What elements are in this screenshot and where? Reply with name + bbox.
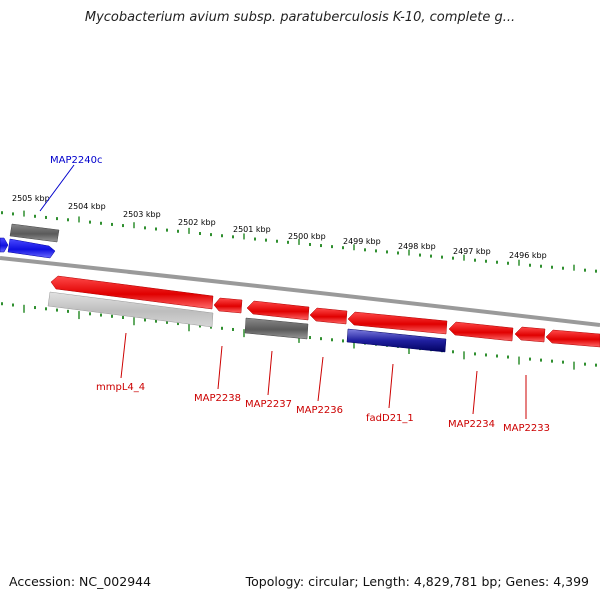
- gene-arrow-map2233[interactable]: [514, 326, 546, 343]
- ruler-label-2503: 2503 kbp: [123, 210, 161, 219]
- gene-label-map2237[interactable]: MAP2237: [245, 399, 292, 410]
- gene-arrow-map2236[interactable]: [309, 307, 348, 325]
- gene-arrow-mmpl4-4[interactable]: [50, 275, 214, 310]
- pseudogene-box-forward[interactable]: [9, 223, 60, 243]
- ruler-label-2499: 2499 kbp: [343, 237, 381, 246]
- ruler-label-2505: 2505 kbp: [12, 194, 50, 203]
- gene-label-mmpl4-4[interactable]: mmpL4_4: [96, 382, 145, 393]
- gene-label-map2236[interactable]: MAP2236: [296, 405, 343, 416]
- gene-arrow-map2234[interactable]: [448, 321, 514, 342]
- leader-line-map2240c: [39, 164, 75, 212]
- genome-backbone: [0, 256, 600, 327]
- ruler-label-2496: 2496 kbp: [509, 251, 547, 260]
- selected-gene-box-fadd21-1[interactable]: [346, 328, 447, 353]
- leader-line-mmpl4-4: [120, 332, 127, 379]
- gene-arrow-fadd21-1[interactable]: [347, 311, 448, 335]
- gene-label-map2238[interactable]: MAP2238: [194, 393, 241, 404]
- leader-line-fadd21-1: [388, 363, 394, 409]
- ruler-label-2497: 2497 kbp: [453, 247, 491, 256]
- accession-label: Accession: NC_002944: [9, 574, 152, 589]
- gene-label-map2233[interactable]: MAP2233: [503, 423, 550, 434]
- gene-arrow-map2237[interactable]: [246, 300, 310, 321]
- gene-labels: MAP2240c mmpL4_4 MAP2238 MAP2237 MAP2236…: [39, 155, 550, 434]
- ruler-ticks-upper: [1, 210, 597, 273]
- pseudogene-box-mmpl4-4[interactable]: [47, 291, 214, 328]
- ruler-label-2498: 2498 kbp: [398, 242, 436, 251]
- gene-label-map2240c[interactable]: MAP2240c: [50, 155, 102, 166]
- pseudogene-box-map2237[interactable]: [244, 317, 309, 340]
- leader-line-map2234: [472, 370, 478, 415]
- gene-arrow-map2238[interactable]: [213, 297, 243, 314]
- leader-line-map2236: [317, 356, 324, 402]
- ruler-label-2500: 2500 kbp: [288, 232, 326, 241]
- ruler-label-2504: 2504 kbp: [68, 202, 106, 211]
- gene-label-map2234[interactable]: MAP2234: [448, 419, 495, 430]
- gene-arrow-map2240c[interactable]: [7, 238, 56, 259]
- gene-arrow-forward-partial[interactable]: [0, 237, 9, 253]
- leader-line-map2238: [217, 345, 223, 390]
- ruler-labels: 2505 kbp 2504 kbp 2503 kbp 2502 kbp 2501…: [12, 194, 547, 260]
- gene-label-fadd21-1[interactable]: fadD21_1: [366, 413, 414, 424]
- gene-arrow-partial-right[interactable]: [545, 329, 600, 348]
- topology-summary: Topology: circular; Length: 4,829,781 bp…: [245, 574, 589, 589]
- ruler-label-2501: 2501 kbp: [233, 225, 271, 234]
- leader-line-map2237: [267, 350, 273, 396]
- genome-title: Mycobacterium avium subsp. paratuberculo…: [84, 10, 516, 25]
- ruler-label-2502: 2502 kbp: [178, 218, 216, 227]
